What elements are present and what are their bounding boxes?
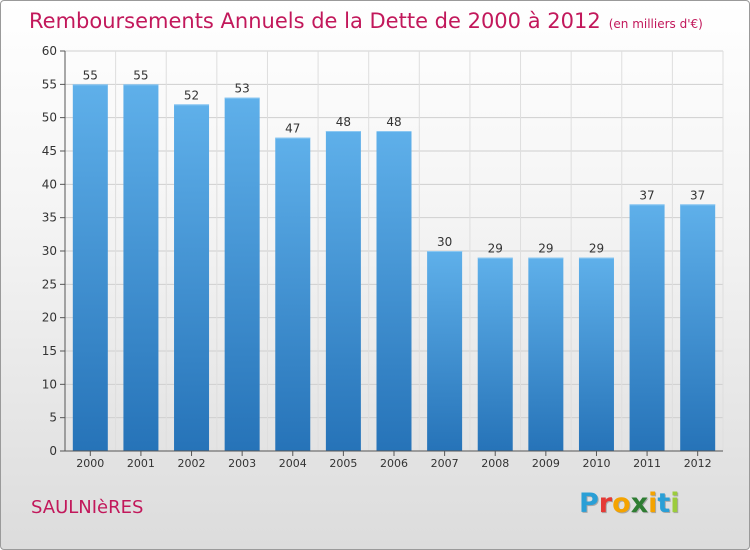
value-label: 47 — [285, 122, 300, 136]
bar — [123, 84, 159, 451]
y-tick-label: 25 — [42, 277, 57, 291]
x-tick-label: 2009 — [532, 457, 560, 470]
value-label: 48 — [386, 115, 401, 129]
x-tick-label: 2010 — [582, 457, 610, 470]
value-label: 29 — [488, 242, 503, 256]
logo-letter: x — [630, 488, 649, 519]
x-tick-label: 2005 — [329, 457, 357, 470]
value-label: 37 — [639, 188, 654, 202]
x-tick-label: 2006 — [380, 457, 408, 470]
value-label: 55 — [83, 68, 98, 82]
bar — [427, 251, 463, 451]
y-tick-label: 0 — [49, 444, 57, 458]
value-label: 55 — [133, 68, 148, 82]
bar — [376, 131, 412, 451]
bar — [477, 257, 513, 451]
chart-unit: (en milliers d'€) — [608, 17, 703, 31]
logo-letter: t — [657, 488, 671, 519]
x-tick-label: 2008 — [481, 457, 509, 470]
x-tick-label: 2012 — [684, 457, 712, 470]
value-label: 30 — [437, 235, 452, 249]
x-tick-label: 2000 — [76, 457, 104, 470]
x-tick-label: 2001 — [127, 457, 155, 470]
bar — [680, 204, 716, 451]
y-tick-label: 45 — [42, 144, 57, 158]
y-tick-label: 35 — [42, 211, 57, 225]
bar — [275, 137, 311, 451]
value-label: 52 — [184, 88, 199, 102]
y-tick-label: 40 — [42, 177, 57, 191]
chart-title-text: Remboursements Annuels de la Dette de 20… — [29, 9, 601, 33]
x-tick-label: 2002 — [178, 457, 206, 470]
x-tick-label: 2004 — [279, 457, 307, 470]
value-label: 29 — [538, 242, 553, 256]
value-label: 37 — [690, 188, 705, 202]
y-tick-label: 55 — [42, 77, 57, 91]
chart-title: Remboursements Annuels de la Dette de 20… — [29, 9, 703, 33]
logo-letter: i — [648, 488, 658, 519]
value-label: 53 — [235, 82, 250, 96]
bar — [72, 84, 108, 451]
proxiti-logo: Proxiti — [579, 488, 680, 519]
bar — [629, 204, 665, 451]
logo-letter: P — [579, 488, 599, 519]
bar — [174, 104, 210, 451]
logo-letter: r — [598, 488, 613, 519]
bar — [224, 97, 260, 452]
commune-name: SAULNIèRES — [31, 497, 144, 518]
bar — [325, 131, 361, 451]
x-tick-label: 2007 — [431, 457, 459, 470]
x-tick-label: 2003 — [228, 457, 256, 470]
value-label: 29 — [589, 242, 604, 256]
logo-letter: o — [612, 488, 631, 519]
x-tick-label: 2011 — [633, 457, 661, 470]
y-tick-label: 50 — [42, 111, 57, 125]
y-tick-label: 5 — [49, 411, 57, 425]
y-tick-label: 30 — [42, 244, 57, 258]
bar — [578, 257, 614, 451]
y-tick-label: 15 — [42, 344, 57, 358]
bar — [528, 257, 564, 451]
y-tick-label: 10 — [42, 377, 57, 391]
value-label: 48 — [336, 115, 351, 129]
y-tick-label: 20 — [42, 311, 57, 325]
y-tick-label: 60 — [42, 44, 57, 58]
logo-letter: i — [670, 488, 680, 519]
